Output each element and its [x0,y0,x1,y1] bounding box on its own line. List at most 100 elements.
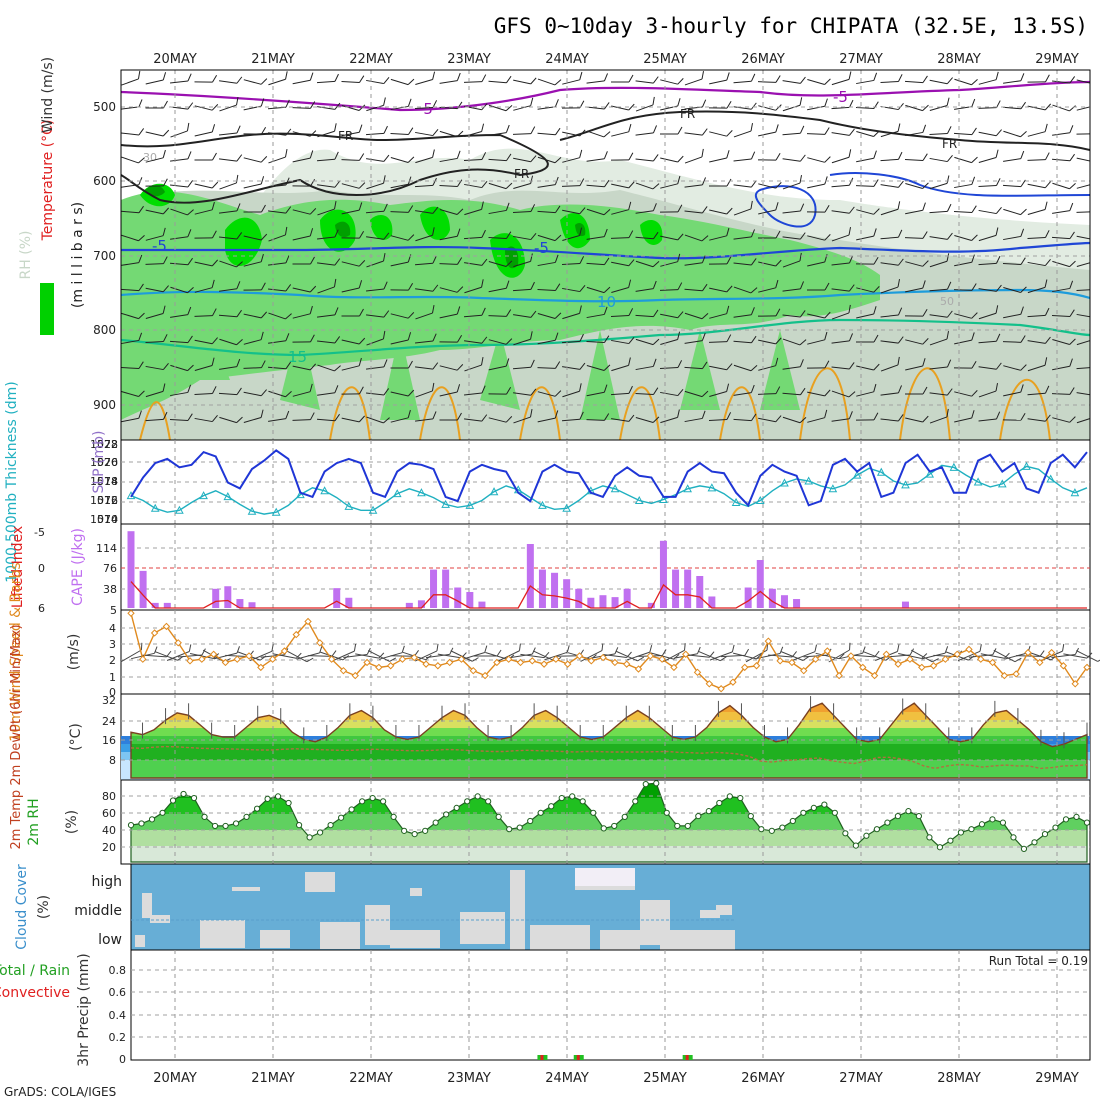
barb-shaft [488,315,507,317]
rh-marker [810,804,817,811]
barb-shaft [464,131,482,137]
barb-shaft [831,418,850,422]
barb-flag [922,280,926,289]
wind-barb [488,124,510,136]
barb-shaft [121,106,139,110]
y-tick-label: 800 [93,323,116,337]
barb-flag [995,284,1002,292]
barb-flag [530,359,535,368]
temp-fill-band [131,760,1087,778]
barb-shaft [464,340,482,344]
barb-flag [873,130,880,137]
wind-barb [488,386,512,395]
barb-flag [310,101,316,109]
rh-marker [800,809,807,816]
barb-shaft [709,287,727,293]
rh-marker [1031,839,1038,846]
barb-flag [775,182,782,189]
barb-shaft [954,78,972,86]
wind-barb [292,178,316,187]
date-label: 28MAY [937,1071,981,1086]
wind-barb [365,388,390,396]
rh-green-band [121,191,880,420]
cloud-block [305,872,335,892]
wind-barb [464,336,488,344]
wind-barb [635,125,658,136]
barb-flag [432,333,437,342]
wind-barb [194,230,217,239]
wind-marker [410,653,418,662]
barb-flag [1069,387,1075,395]
barb-shaft [1003,287,1021,293]
wind-barb [316,336,341,344]
barb-shaft [980,653,1005,659]
barb-shaft [512,133,532,135]
barb-shaft [978,131,997,137]
barb-flag [187,209,194,216]
barb-shaft [709,131,727,137]
barb-flag [481,201,484,210]
wind-barb [292,208,317,215]
thickness-marker [223,492,233,501]
date-label: 26MAY [741,52,785,67]
barb-shaft [782,132,801,136]
cape-bar [442,569,450,608]
rh-marker [222,822,229,830]
rh-marker [779,824,786,831]
barb-shaft [243,417,262,423]
rh-marker [947,837,954,844]
wind-barb [905,338,929,345]
barb-shaft [709,209,727,215]
cape-bar [611,597,619,608]
barb-shaft [635,104,654,112]
wind-barb [660,175,681,189]
wind-barb [512,204,536,213]
cloud-label: Cloud Cover [14,864,30,950]
thickness-marker [659,494,668,504]
wind-barb [733,151,756,162]
barb-flag [295,652,302,659]
barb-shaft [782,236,801,240]
date-label: 27MAY [839,1071,883,1086]
wind-barb [1002,257,1026,265]
wind-barb [611,259,635,267]
wind-speed-markers [127,609,1091,693]
barb-shaft [513,260,531,268]
wind-barb [978,284,1002,292]
barb-shaft [513,392,531,396]
barb-shaft [194,417,213,423]
barb-flag [481,181,488,188]
cape-bar [333,588,341,608]
barb-shaft [121,78,139,86]
surface-barb [957,644,982,662]
contour-label: 50 [940,295,954,308]
rh-marker [863,832,870,839]
wind-barb [512,281,535,292]
barb-flag [1044,103,1052,111]
barb-flag [873,208,880,215]
thickness-marker [634,495,644,504]
barb-flag [358,357,362,366]
barb-shaft [537,156,556,164]
barb-flag [653,154,659,162]
barb-flag [824,78,831,85]
wind-barb [782,76,806,84]
barb-flag [407,98,412,107]
barb-shaft [415,234,433,242]
wind-barb [929,310,953,318]
barb-flag [530,388,537,396]
wind-barb [439,179,463,187]
rh-marker [789,817,796,825]
barb-flag [261,282,266,291]
barb-shaft [709,313,727,319]
barb-flag [849,362,855,370]
barb-shaft [512,366,532,370]
barb-flag [432,227,435,236]
wind-barb [415,305,435,320]
barb-flag [604,179,610,188]
y-tick-label: 0.8 [109,964,127,977]
wind-barb [586,130,611,138]
barb-flag [628,123,632,132]
barb-shaft [341,261,360,267]
wind-barb [1003,306,1024,319]
